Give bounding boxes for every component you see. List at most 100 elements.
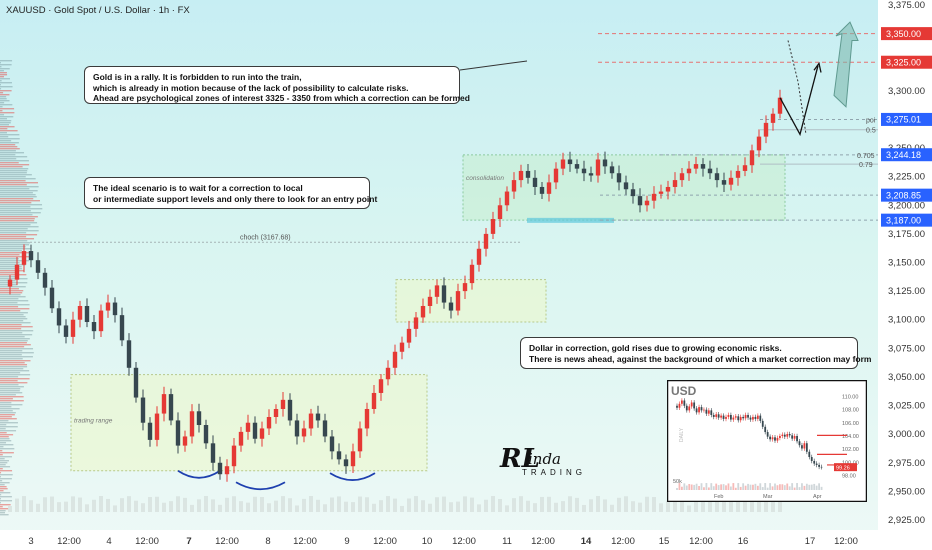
volume-bar — [442, 496, 446, 512]
candle-body — [371, 392, 377, 409]
alt-path — [787, 40, 807, 135]
volume-profile-bar — [0, 432, 7, 434]
volume-profile-bar — [0, 362, 25, 364]
candle-body — [182, 436, 188, 446]
volume-profile-bar — [0, 386, 24, 388]
volume-profile-bar — [0, 120, 12, 122]
volume-bar — [288, 498, 292, 512]
levels: poi 0.5 0.705 0.79 — [598, 33, 878, 221]
inset-body — [766, 432, 769, 437]
volume-profile-bar — [0, 264, 26, 266]
inset-body — [737, 416, 740, 421]
volume-profile-bar — [0, 492, 11, 494]
volume-profile-bar — [0, 400, 24, 402]
volume-bar — [43, 497, 47, 512]
volume-profile-bar — [0, 142, 19, 144]
price-tick: 3,125.00 — [888, 286, 925, 297]
volume-bar — [218, 504, 222, 512]
volume-profile-bar — [0, 372, 21, 374]
candle-body — [252, 422, 258, 439]
time-tick: 15 — [659, 536, 670, 547]
price-badge — [881, 112, 932, 126]
time-axis-bg — [0, 530, 878, 550]
volume-profile-bar — [0, 128, 8, 130]
volume-profile-bar — [0, 490, 4, 492]
bottom-arc — [177, 470, 221, 479]
candle-body — [49, 287, 55, 309]
volume-profile-bar — [0, 428, 6, 430]
candle-body — [105, 302, 111, 311]
inset-volume-bar — [756, 485, 759, 490]
volume-profile-bar — [0, 266, 22, 268]
candle-body — [287, 399, 293, 421]
volume-profile-bar — [0, 332, 23, 334]
volume-profile-bar — [0, 252, 32, 254]
candle-body — [322, 420, 328, 437]
volume-profile-bar — [0, 450, 3, 452]
candle-body — [329, 436, 335, 452]
inset-body — [693, 402, 696, 409]
candle-body — [175, 420, 181, 446]
volume-bar — [344, 501, 348, 512]
inset-volume-bar — [766, 487, 769, 490]
inset-body — [771, 437, 774, 440]
volume-profile-bar — [0, 462, 8, 464]
inset-title: USD — [671, 384, 697, 398]
price-tick: 3,100.00 — [888, 315, 925, 326]
inset-body — [712, 414, 715, 417]
volume-profile-bar — [0, 116, 14, 118]
candle-body — [455, 291, 461, 311]
volume-profile-bar — [0, 218, 35, 220]
volume-bar — [715, 498, 719, 512]
logo-sub: TRADING — [522, 468, 586, 477]
volume-bar — [176, 496, 180, 512]
volume-profile-bar — [0, 152, 25, 154]
volume-bar — [225, 497, 229, 512]
inset-volume-bar — [808, 484, 811, 490]
price-badge-text: 3,275.01 — [886, 115, 921, 125]
volume-profile-bar — [0, 320, 24, 322]
projection-path — [779, 65, 819, 137]
volume-profile-bar — [0, 348, 34, 350]
note-dollar-line-1: Dollar in correction, gold rises due to … — [529, 343, 782, 353]
price-tick: 3,175.00 — [888, 229, 925, 240]
volume-bar — [337, 496, 341, 512]
volume-bar — [596, 496, 600, 512]
volume-profile-bar — [0, 66, 2, 68]
volume-bar — [36, 503, 40, 512]
time-tick: 12:00 — [215, 536, 239, 547]
volume-bar — [694, 498, 698, 512]
volume-bar — [421, 500, 425, 512]
volume-bar — [148, 496, 152, 512]
time-tick: 12:00 — [611, 536, 635, 547]
volume-profile-bar — [0, 384, 19, 386]
candle-body — [700, 164, 706, 169]
inset-volume-bar — [759, 483, 762, 490]
volume-profile-bar — [0, 470, 13, 472]
volume-profile-bar — [0, 506, 3, 508]
demand-strip — [527, 217, 614, 223]
candle-body — [518, 170, 524, 181]
inset-body — [813, 460, 816, 464]
volume-profile-bar — [0, 126, 15, 128]
candle-body — [308, 413, 314, 429]
volume-profile-bar — [0, 406, 12, 408]
volume-bar — [106, 498, 110, 512]
inset-volume-bar — [779, 484, 781, 490]
volume-profile-bar — [0, 260, 29, 262]
volume-profile-bar — [0, 308, 30, 310]
volume-bar — [274, 500, 278, 512]
volume-profile-bar — [0, 512, 6, 514]
volume-bar — [771, 494, 775, 512]
volume-profile-bar — [0, 496, 12, 498]
volume-profile-bar — [0, 474, 13, 476]
volume-profile-bar — [0, 270, 25, 272]
volume-profile-bar — [0, 374, 31, 376]
inset-volume-bar — [783, 485, 786, 490]
volume-profile-bar — [0, 168, 29, 170]
time-tick: 10 — [422, 536, 433, 547]
volume-profile-bar — [0, 398, 13, 400]
inset-body — [810, 457, 813, 461]
volume-profile-bar — [0, 90, 12, 92]
volume-bar — [701, 496, 705, 512]
